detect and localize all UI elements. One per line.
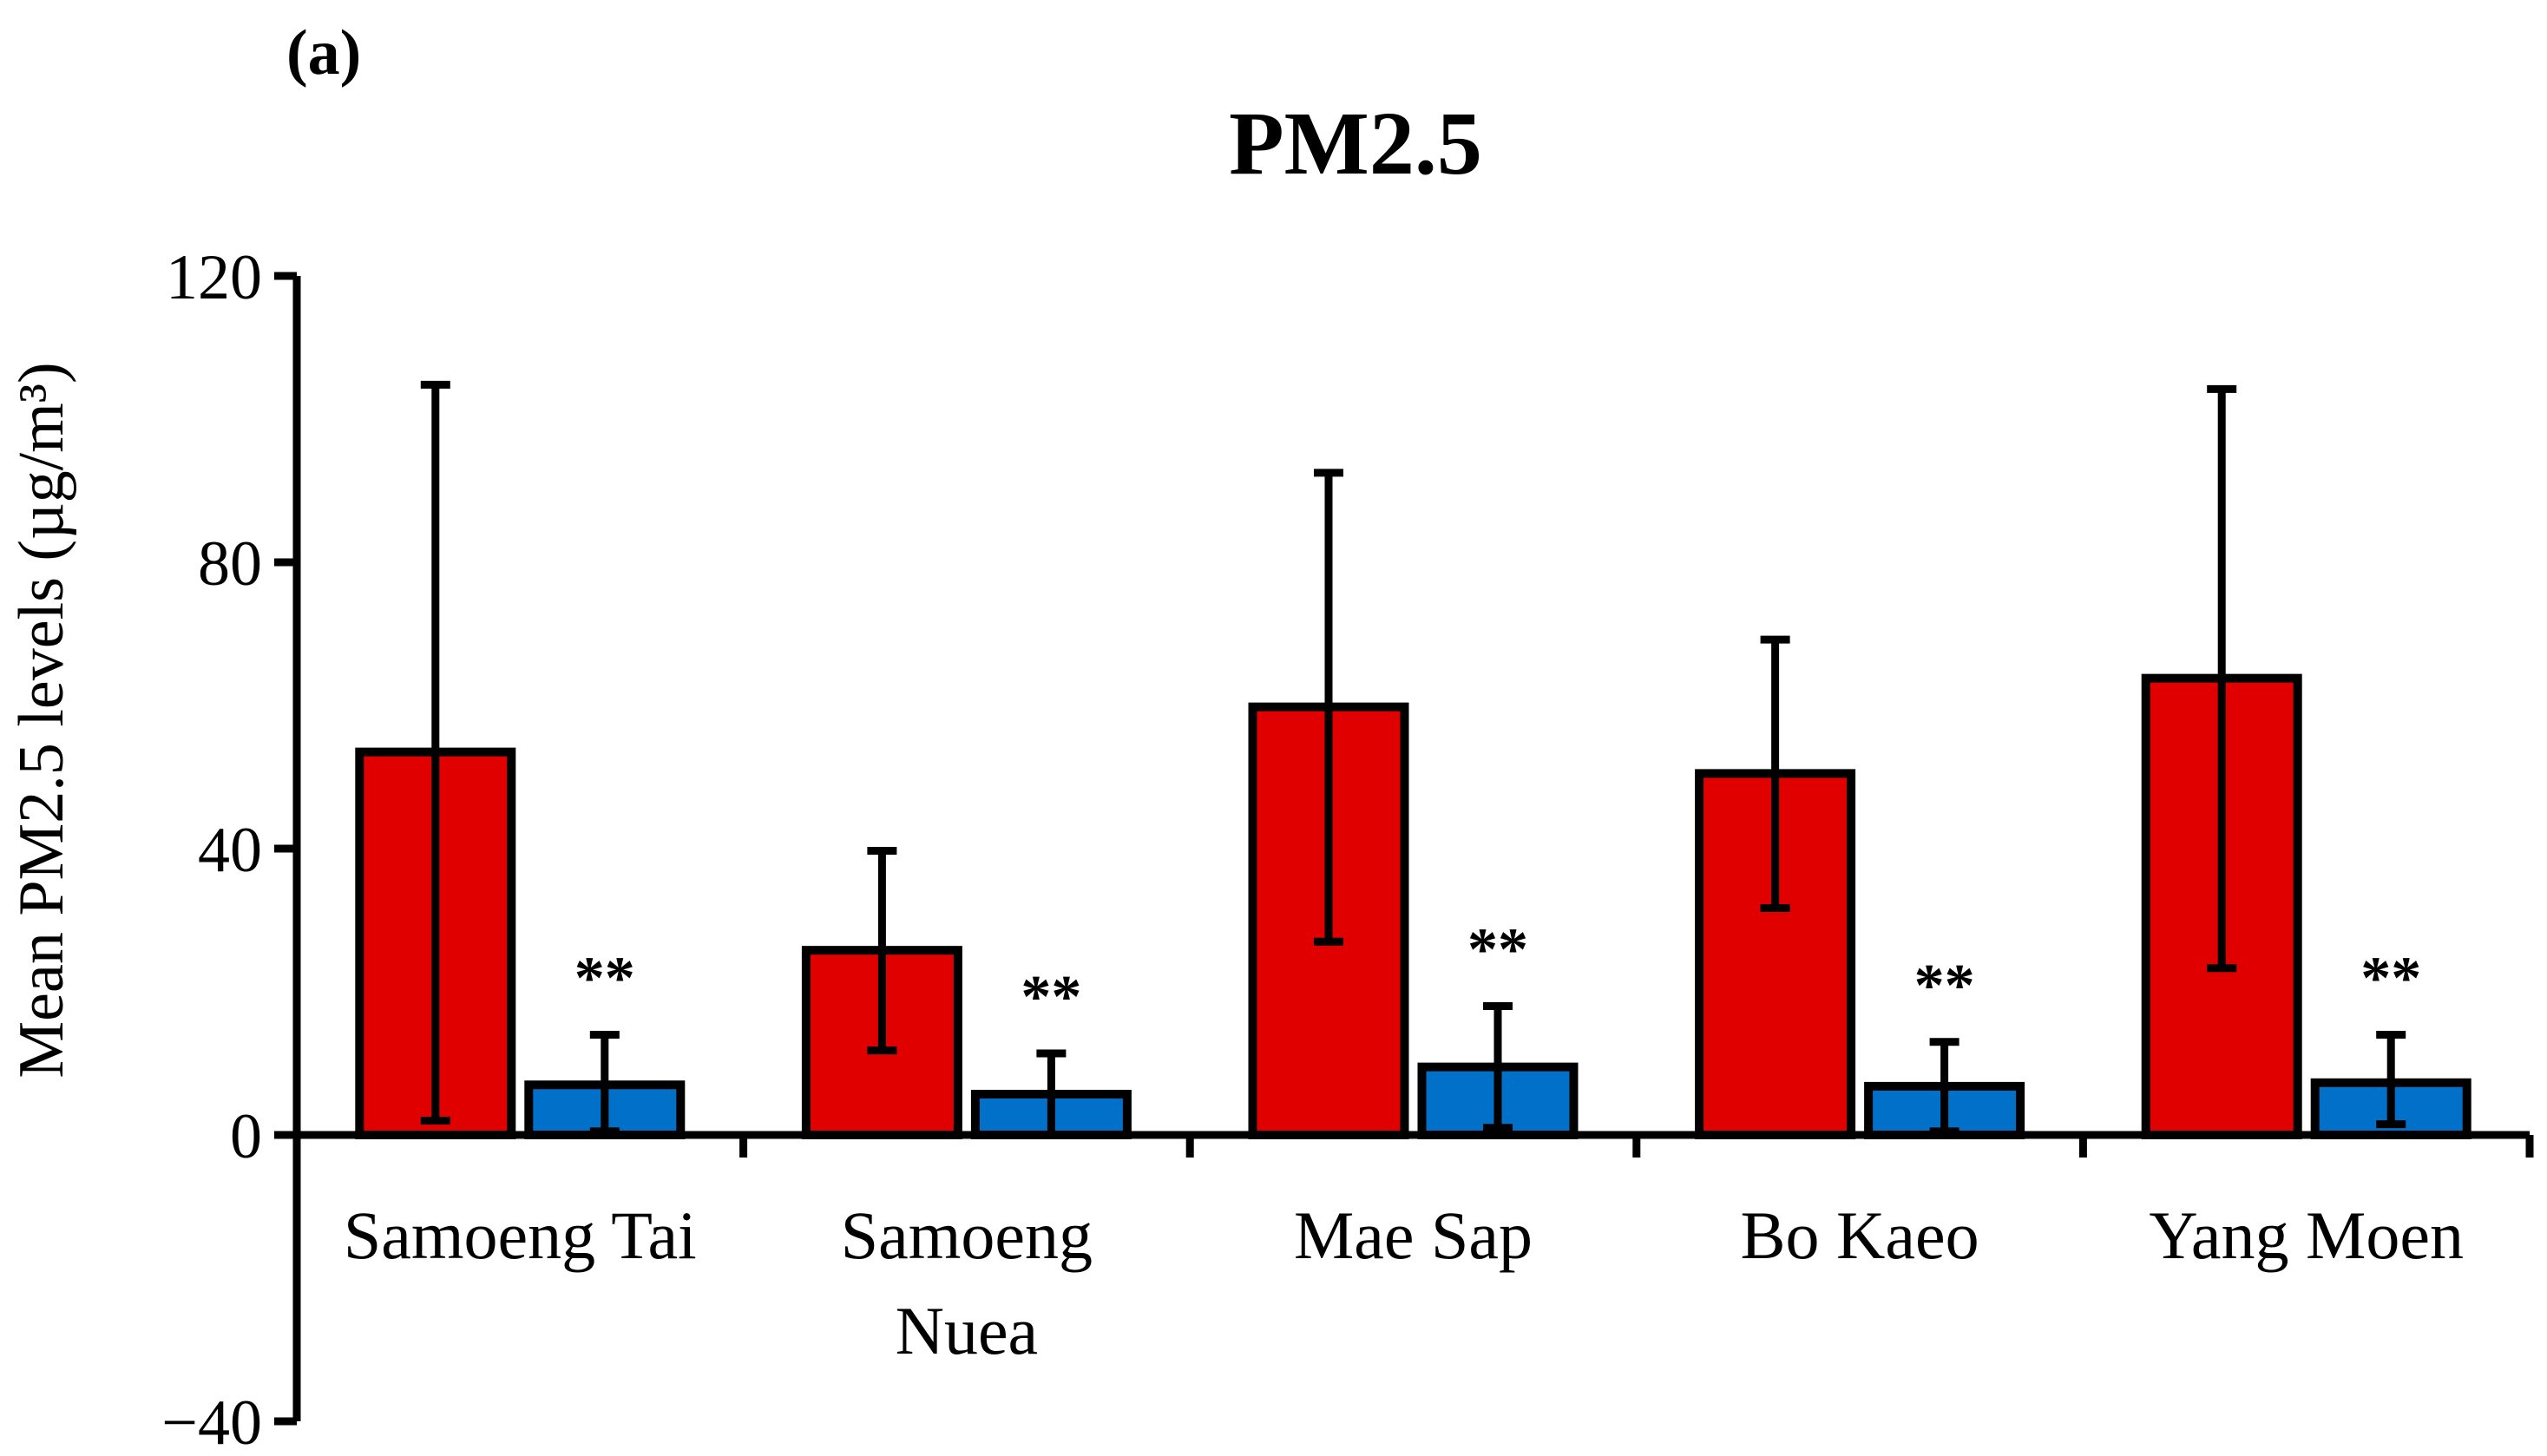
x-tick-label: Mae Sap [1294,1197,1533,1273]
significance-label: ** [574,946,635,1013]
x-tick-label: Yang Moen [2149,1197,2464,1273]
x-tick-label: Nuea [896,1293,1039,1368]
plot-area: −40 0 40 80 120 ** Samoeng Tai ** Samoeng Nuea ** M… [161,242,2534,1456]
significance-label: ** [1021,964,1081,1031]
panel-label: (a) [286,17,361,89]
y-axis-label: Mean PM2.5 levels (µg/m³) [6,362,77,1078]
y-tick-label: −40 [161,1387,262,1456]
y-tick-label: 40 [198,815,262,886]
x-tick-label: Samoeng Tai [344,1197,697,1273]
y-tick-label: 120 [166,242,262,313]
x-tick-label: Samoeng [841,1197,1093,1273]
significance-label: ** [1467,917,1528,984]
significance-label: ** [1914,953,1975,1020]
y-tick-label: 0 [230,1101,262,1172]
significance-label: ** [2360,946,2421,1013]
x-tick-label: Bo Kaeo [1741,1197,1979,1273]
y-tick-label: 80 [198,528,262,600]
chart-title: PM2.5 [1229,94,1482,193]
